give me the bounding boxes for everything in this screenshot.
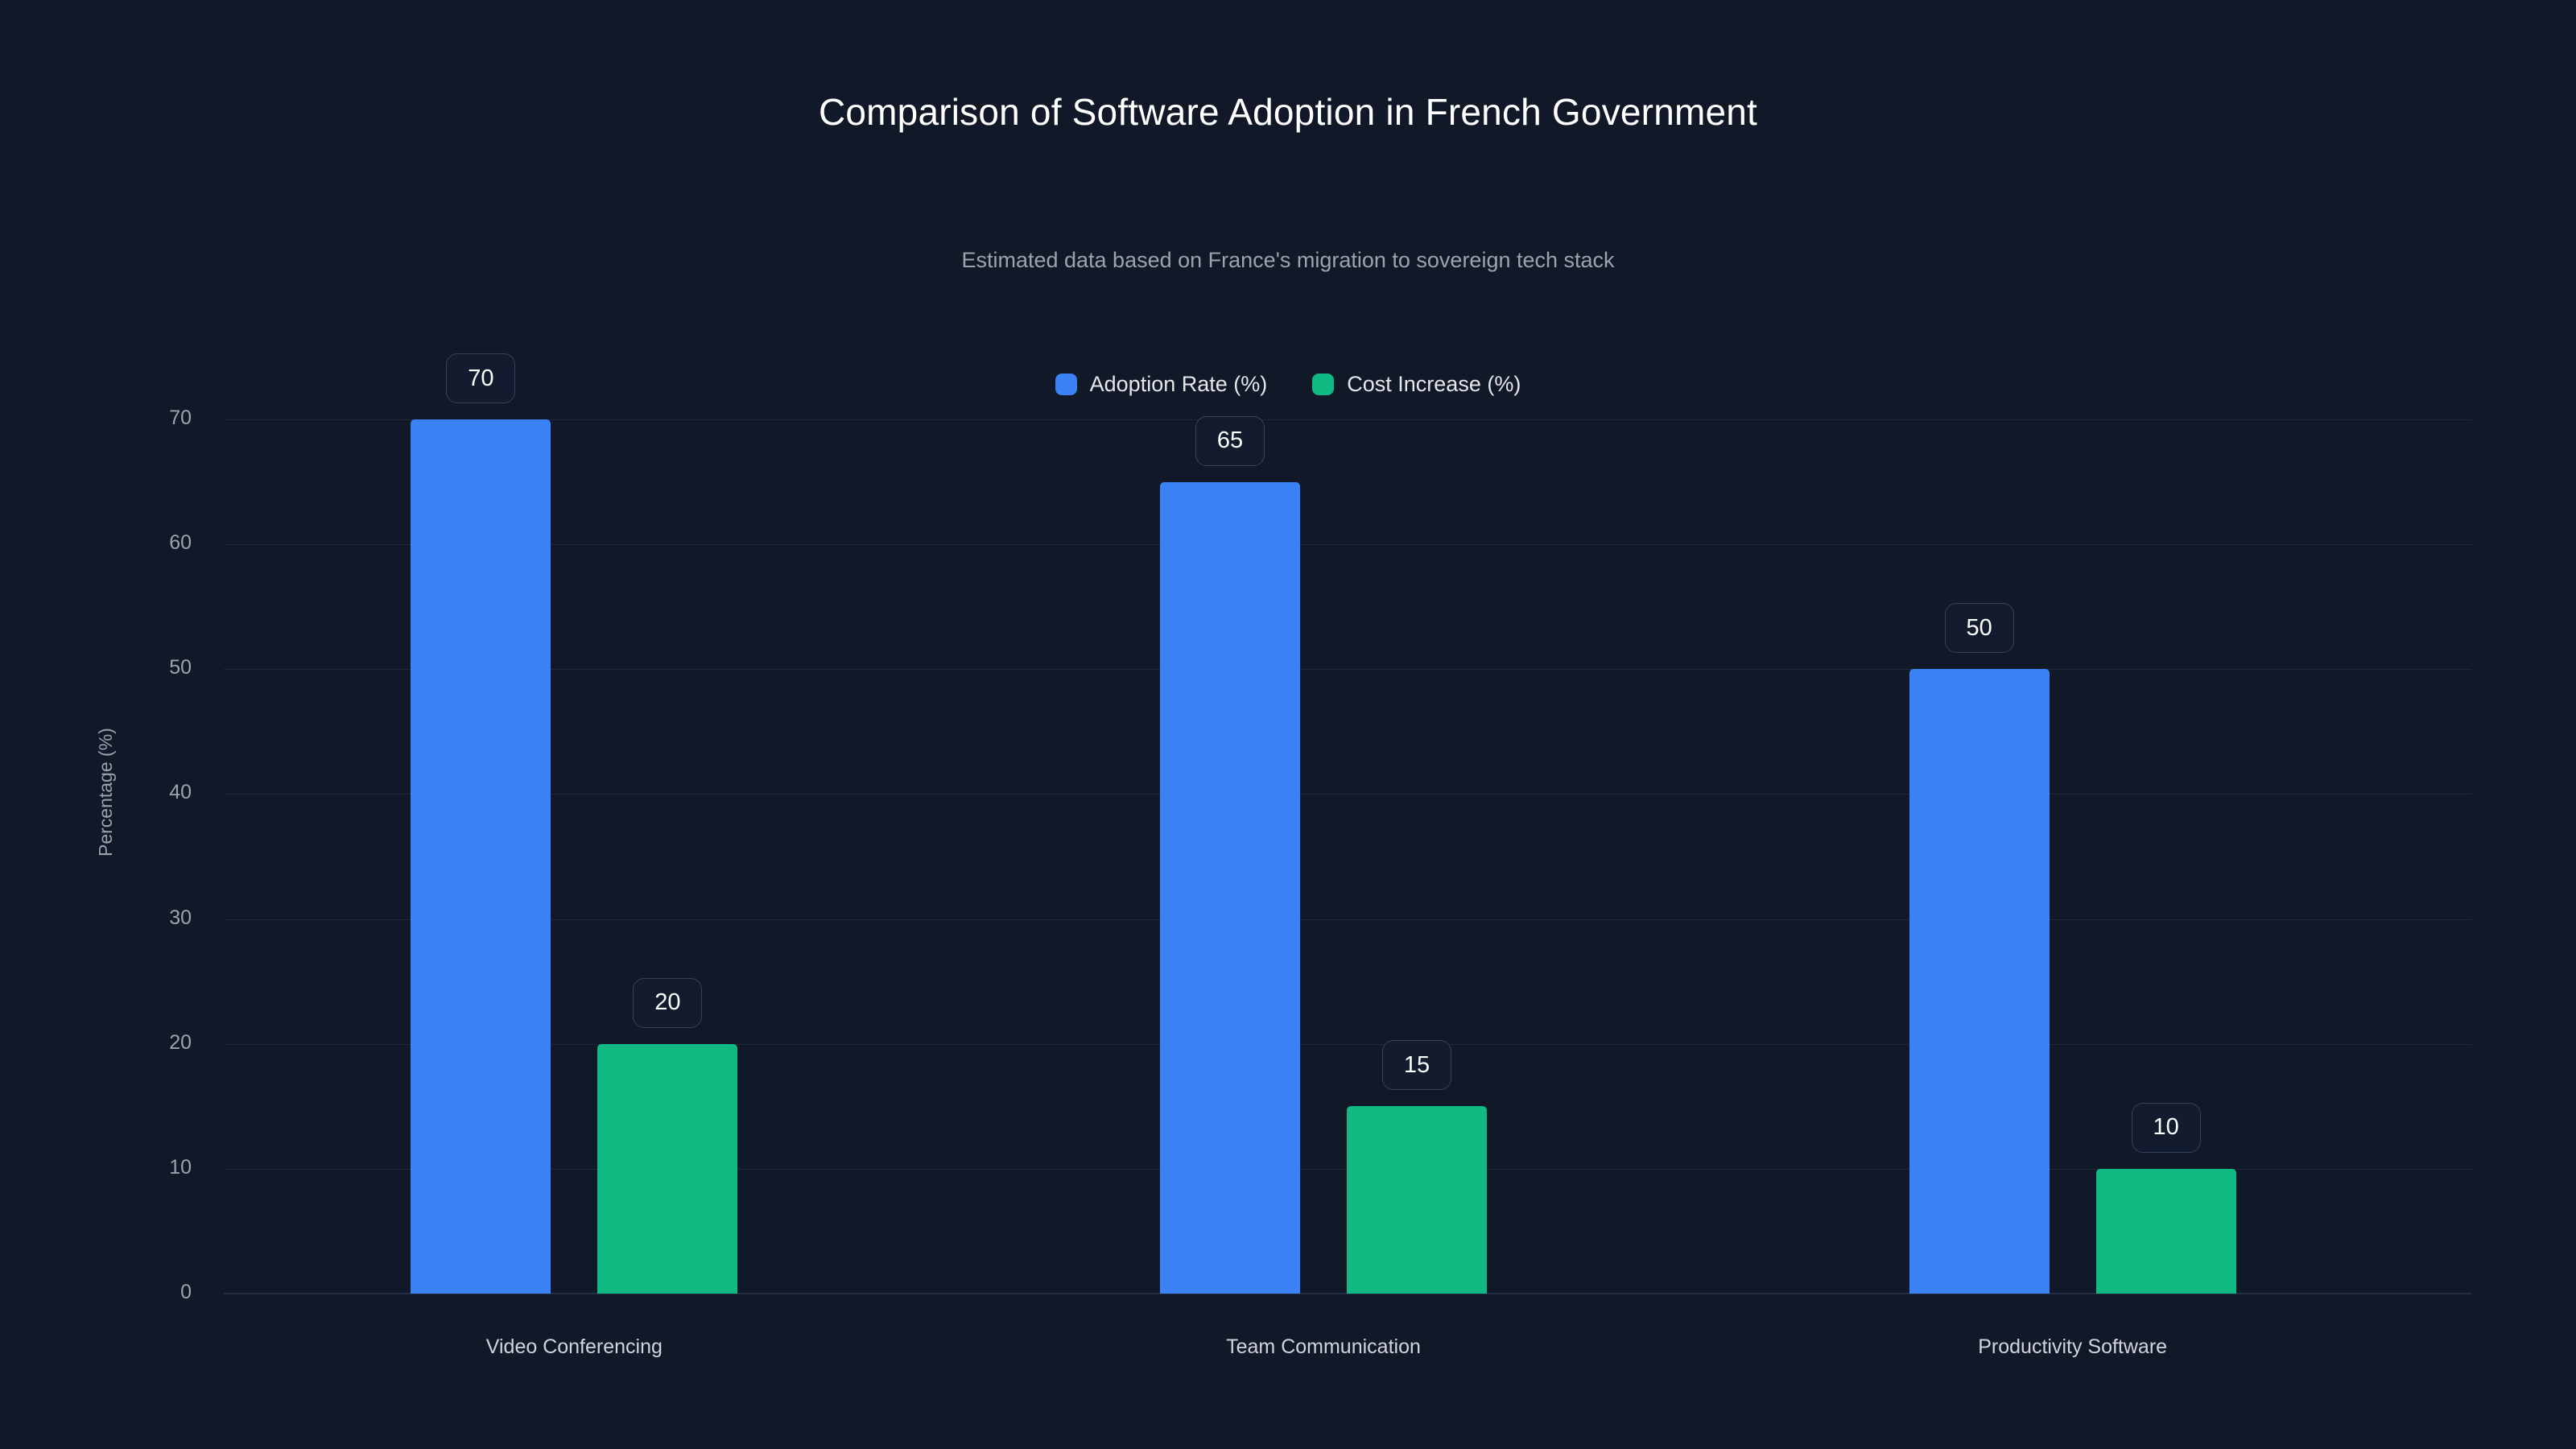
bar[interactable]: [1909, 669, 2050, 1294]
gridline: [224, 669, 2471, 671]
bar-value-label: 20: [633, 977, 703, 1028]
legend-swatch-icon: [1312, 374, 1335, 395]
y-axis-tick-label: 30: [169, 906, 192, 929]
y-axis-tick-label: 50: [169, 656, 192, 679]
gridline: [224, 1043, 2471, 1045]
x-axis-tick-label: Video Conferencing: [485, 1335, 663, 1358]
y-axis-tick-label: 0: [180, 1281, 192, 1303]
bar[interactable]: [1160, 481, 1300, 1294]
x-axis-tick-label: Productivity Software: [1978, 1335, 2168, 1358]
bar-value-label: 15: [1382, 1040, 1451, 1091]
x-axis-tick-label: Team Communication: [1226, 1335, 1421, 1358]
gridline: [224, 419, 2471, 420]
legend-label: Adoption Rate (%): [1089, 372, 1268, 396]
bar[interactable]: [1347, 1106, 1487, 1294]
y-axis-tick-label: 70: [169, 407, 192, 429]
bar-value-label: 65: [1195, 415, 1265, 466]
bar[interactable]: [2095, 1168, 2236, 1294]
plot-area: [224, 419, 2471, 1294]
gridline: [224, 919, 2471, 920]
bar[interactable]: [411, 419, 551, 1294]
bar[interactable]: [597, 1043, 738, 1294]
y-axis-tick-label: 60: [169, 531, 192, 555]
y-axis-tick-label: 40: [169, 781, 192, 804]
legend-item[interactable]: Cost Increase (%): [1312, 372, 1521, 397]
legend-label: Cost Increase (%): [1347, 372, 1521, 396]
chart-subtitle: Estimated data based on France's migrati…: [961, 248, 1615, 272]
gridline: [224, 794, 2471, 795]
chart-title: Comparison of Software Adoption in Frenc…: [818, 91, 1758, 133]
gridline: [224, 544, 2471, 546]
chart-legend: Adoption Rate (%) Cost Increase (%): [0, 372, 2576, 397]
bar-value-label: 10: [2131, 1102, 2201, 1153]
y-axis-tick-label: 10: [169, 1155, 192, 1179]
bar-value-label: 50: [1944, 603, 2014, 654]
y-axis-tick-label: 20: [169, 1030, 192, 1054]
bar-value-label: 70: [446, 353, 516, 403]
legend-swatch-icon: [1055, 374, 1077, 395]
legend-item[interactable]: Adoption Rate (%): [1055, 372, 1268, 397]
